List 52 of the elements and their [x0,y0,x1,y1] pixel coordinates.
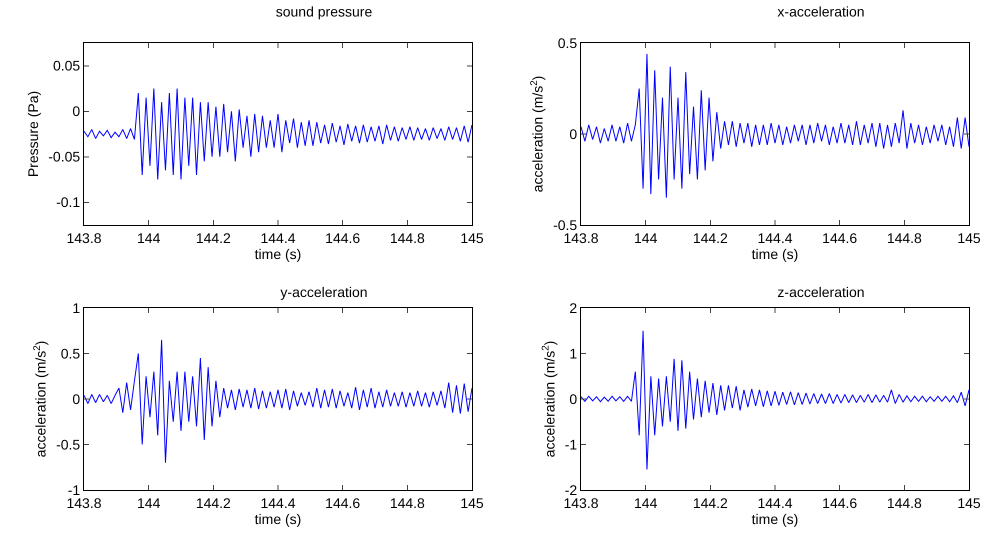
x-tick-label: 144.8 [390,494,426,511]
x-tick-label: 144.2 [196,230,232,246]
x-tick-label: 144.8 [886,230,922,246]
x-tick-label: 144 [136,230,161,246]
x-tick-label: 144.4 [757,230,793,246]
x-tick-label: 145 [460,230,484,246]
y-tick-label: -0.05 [48,148,80,165]
x-tick-label: 144.6 [325,494,360,511]
line-series [581,330,969,470]
x-tick-label: 144.8 [390,230,426,246]
y-tick-label: 0.5 [60,345,80,362]
x-tick-label: 144.6 [325,230,360,246]
y-tick-label: 1 [569,345,578,362]
chart-title: sound pressure [276,4,372,20]
x-tick-label: 144 [634,230,658,246]
y-tick-label: 2 [569,300,578,316]
x-axis-title: time (s) [254,246,302,262]
x-tick-label: 144.4 [260,230,296,246]
x-tick-label: 145 [957,494,981,511]
x-tick-label: 144.8 [886,494,922,511]
y-axis-title: Pressure (Pa) [24,90,41,178]
y-tick-label: 0.05 [52,58,80,74]
y-tick-label: -0.5 [56,436,80,452]
x-tick-label: 144.2 [196,494,232,511]
x-tick-label: 144.2 [692,494,728,511]
y-tick-label: 0 [72,390,80,407]
y-tick-label: 0 [72,103,80,120]
chart-title: x-acceleration [777,4,865,20]
x-tick-label: 144.6 [822,494,858,511]
y-tick-label: -1 [564,436,578,452]
y-tick-label: -0.1 [56,194,80,210]
y-tick-label: 0 [569,126,578,142]
chart-title: z-acceleration [777,284,865,300]
x-tick-label: 145 [957,230,981,246]
x-tick-label: 144 [634,494,658,511]
x-tick-label: 144.2 [692,230,728,246]
y-tick-label: 0.5 [558,34,578,51]
x-tick-label: 145 [460,494,484,511]
line-series [84,339,472,464]
line-series [581,53,969,198]
x-axis-title: time (s) [752,246,798,262]
x-tick-label: 144.4 [757,494,793,511]
x-tick-label: 144.4 [260,494,296,511]
x-tick-label: 143.8 [66,230,102,246]
y-tick-label: 1 [72,300,80,316]
chart-title: y-acceleration [280,284,368,300]
y-tick-label: 0 [569,390,578,407]
x-axis-title: time (s) [254,511,302,528]
x-tick-label: 144.6 [822,230,858,246]
line-series [84,88,472,180]
x-tick-label: 144 [136,494,161,511]
x-axis-title: time (s) [752,511,798,528]
